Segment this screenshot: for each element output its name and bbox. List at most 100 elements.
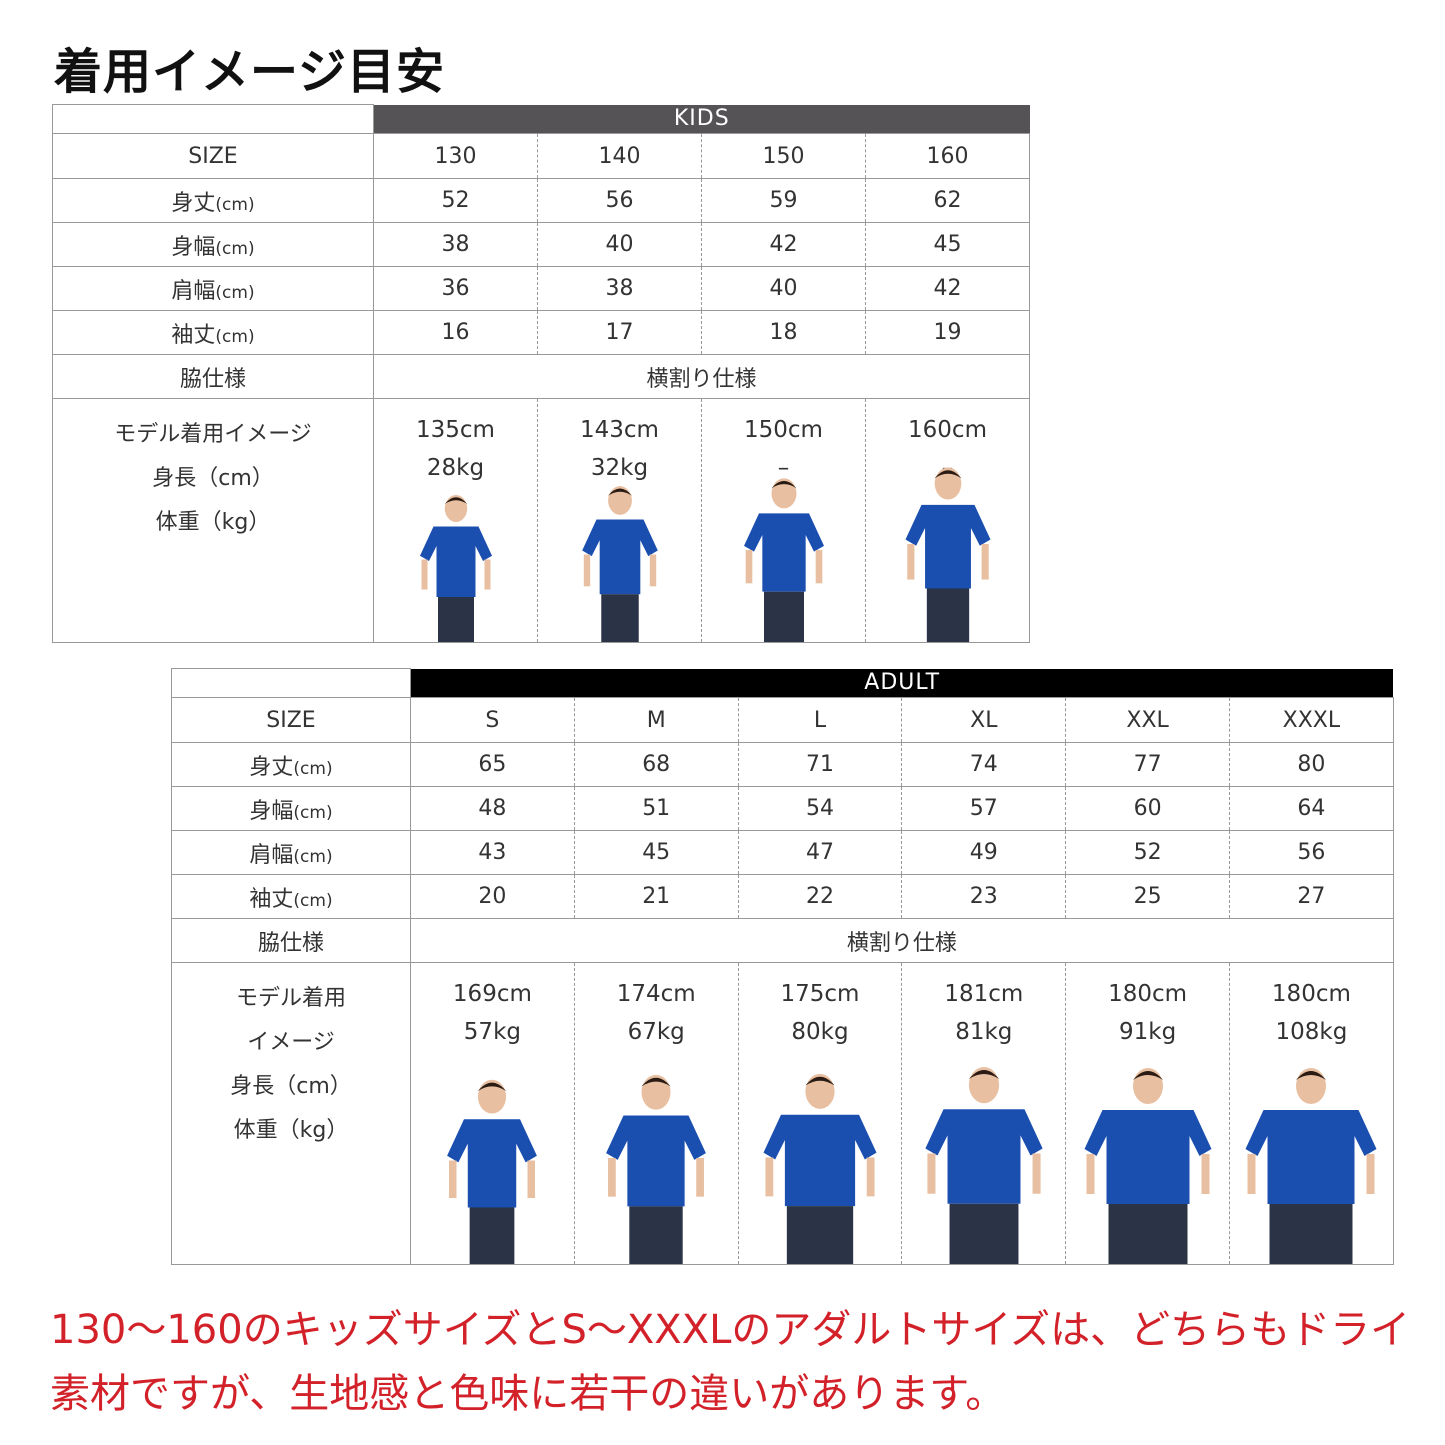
value-cell: 47	[737, 830, 903, 875]
model-label-line: イメージ	[247, 1030, 335, 1055]
model-height: 181cm	[944, 981, 1024, 1007]
model-label-line: モデル着用イメージ	[114, 422, 312, 447]
table-row: 身丈(cm) 65 68 71 74 77 80	[171, 742, 1394, 787]
model-photo	[763, 1073, 877, 1264]
model-height: 143cm	[580, 417, 659, 443]
measure-name: 袖丈	[171, 322, 216, 348]
measure-name: 身幅	[171, 234, 216, 260]
value-cell: 65	[410, 742, 575, 787]
model-label-line: 体重（kg）	[155, 510, 271, 535]
model-weight: 108kg	[1275, 1019, 1348, 1045]
value-cell: 49	[901, 830, 1067, 875]
size-row: SIZE S M L XL XXL XXXL	[171, 697, 1394, 743]
model-photo	[1084, 1068, 1212, 1264]
model-weight: 57kg	[463, 1019, 521, 1045]
header-blank-cell	[52, 104, 374, 134]
measure-unit: (cm)	[215, 282, 255, 303]
value-cell: 38	[373, 222, 538, 267]
model-photo	[925, 1067, 1043, 1264]
value-cell: 45	[573, 830, 739, 875]
table-row: 身幅(cm) 38 40 42 45	[52, 222, 1031, 267]
model-weight: 32kg	[590, 455, 649, 481]
value-cell: 22	[737, 874, 903, 919]
value-cell: 52	[1065, 830, 1230, 875]
value-cell: 42	[701, 222, 866, 267]
model-height: 160cm	[908, 417, 987, 443]
model-height: 174cm	[616, 981, 696, 1007]
adult-size-table: ADULT SIZE S M L XL XXL XXXL 身丈(cm) 65 68 71 74 77 80 身…	[171, 668, 1394, 1265]
table-row: 身丈(cm) 52 56 59 62	[52, 178, 1031, 223]
size-XXXL: XXXL	[1228, 697, 1394, 743]
side-value: 横割り仕様	[372, 354, 1031, 399]
model-label: モデル着用イメージ身長（cm） 体重（kg）	[171, 962, 411, 1265]
model-label-line: 身長（cm）	[230, 1074, 352, 1099]
model-cell: 160cm–	[864, 398, 1031, 643]
measure-unit: (cm)	[293, 846, 333, 867]
value-cell: 40	[537, 222, 702, 267]
value-cell: 19	[864, 310, 1031, 355]
table-row: 身幅(cm) 48 51 54 57 60 64	[171, 786, 1394, 831]
model-weight: –	[777, 455, 790, 481]
measure-name: 身丈	[249, 754, 294, 780]
value-cell: 21	[573, 874, 739, 919]
model-photo	[905, 467, 990, 642]
table-row: 肩幅(cm) 36 38 40 42	[52, 266, 1031, 311]
model-cell: 180cm 91kg	[1065, 962, 1230, 1265]
model-photo	[447, 1079, 538, 1264]
value-cell: 56	[537, 178, 702, 223]
value-cell: 43	[410, 830, 575, 875]
size-M: M	[573, 697, 739, 743]
size-160: 160	[864, 133, 1031, 179]
value-cell: 51	[573, 786, 739, 831]
size-130: 130	[373, 133, 538, 179]
model-label-line: 身長（cm）	[152, 466, 274, 491]
row-label: 袖丈(cm)	[171, 874, 411, 919]
value-cell: 42	[864, 266, 1031, 311]
model-photo	[1245, 1068, 1377, 1264]
row-label: 肩幅(cm)	[52, 266, 374, 311]
value-cell: 17	[537, 310, 702, 355]
model-photo	[606, 1074, 707, 1264]
model-cell: 169cm 57kg	[410, 962, 575, 1265]
measure-unit: (cm)	[293, 802, 333, 823]
size-label: SIZE	[171, 697, 411, 743]
value-cell: 25	[1065, 874, 1230, 919]
kids-size-table: KIDS SIZE 130 140 150 160 身丈(cm) 52 56 59 62 身幅(cm)…	[52, 104, 1031, 643]
table-row: 肩幅(cm) 43 45 47 49 52 56	[171, 830, 1394, 875]
value-cell: 54	[737, 786, 903, 831]
adult-header: ADULT	[410, 668, 1394, 698]
model-label: モデル着用イメージ身長（cm） 体重（kg）	[52, 398, 374, 643]
model-weight: 80kg	[791, 1019, 849, 1045]
row-label: 袖丈(cm)	[52, 310, 374, 355]
note-text: 130〜160のキッズサイズとS〜XXXLのアダルトサイズは、どちらもドライ素材…	[50, 1307, 1411, 1417]
model-label-line: モデル着用	[235, 986, 346, 1011]
size-150: 150	[701, 133, 866, 179]
model-weight: 81kg	[955, 1019, 1013, 1045]
kids-header: KIDS	[373, 104, 1030, 134]
value-cell: 40	[701, 266, 866, 311]
model-cell: 143cm 32kg	[537, 398, 702, 643]
model-height: 180cm	[1108, 981, 1188, 1007]
value-cell: 64	[1228, 786, 1394, 831]
model-cell: 180cm 108kg	[1228, 962, 1394, 1265]
measure-unit: (cm)	[215, 326, 255, 347]
size-140: 140	[537, 133, 702, 179]
row-label: 身丈(cm)	[171, 742, 411, 787]
value-cell: 23	[901, 874, 1067, 919]
value-cell: 36	[373, 266, 538, 311]
value-cell: 18	[701, 310, 866, 355]
value-cell: 48	[410, 786, 575, 831]
size-row: SIZE 130 140 150 160	[52, 133, 1031, 179]
header-blank-cell	[171, 668, 411, 698]
value-cell: 52	[373, 178, 538, 223]
row-label: 肩幅(cm)	[171, 830, 411, 875]
table-row: 袖丈(cm) 16 17 18 19	[52, 310, 1031, 355]
model-photo	[743, 478, 824, 642]
page-title: 着用イメージ目安	[54, 44, 446, 100]
value-cell: 45	[864, 222, 1031, 267]
model-height: 180cm	[1271, 981, 1351, 1007]
value-cell: 74	[901, 742, 1067, 787]
model-cell: 175cm 80kg	[737, 962, 903, 1265]
model-photo	[419, 495, 492, 642]
measure-name: 身丈	[171, 190, 216, 216]
